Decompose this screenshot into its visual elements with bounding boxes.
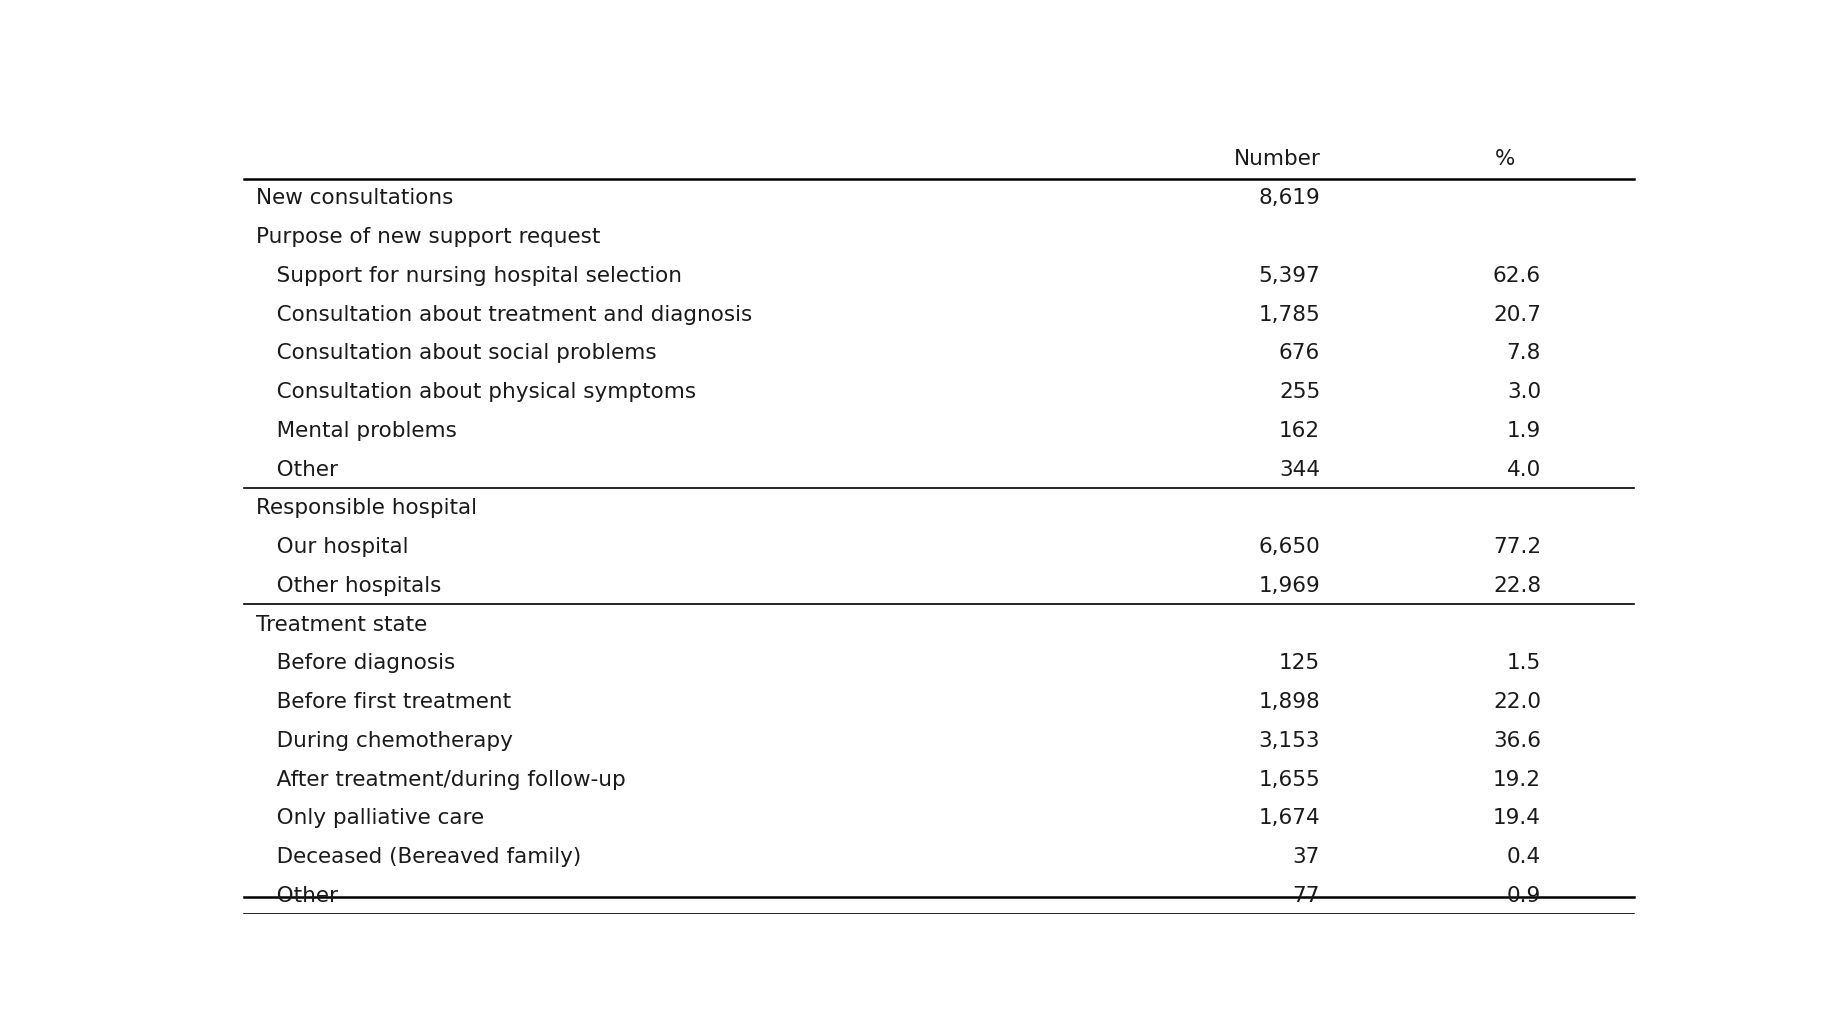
Text: Consultation about treatment and diagnosis: Consultation about treatment and diagnos… [256, 305, 752, 325]
Text: 77.2: 77.2 [1493, 537, 1541, 557]
Text: 1,674: 1,674 [1258, 808, 1320, 829]
Text: 1,655: 1,655 [1258, 769, 1320, 790]
Text: After treatment/during follow-up: After treatment/during follow-up [256, 769, 625, 790]
Text: Responsible hospital: Responsible hospital [256, 498, 476, 519]
Text: 62.6: 62.6 [1493, 266, 1541, 286]
Text: 344: 344 [1280, 460, 1320, 480]
Text: 19.2: 19.2 [1493, 769, 1541, 790]
Text: 6,650: 6,650 [1258, 537, 1320, 557]
Text: 4.0: 4.0 [1506, 460, 1541, 480]
Text: 7.8: 7.8 [1506, 343, 1541, 364]
Text: Only palliative care: Only palliative care [256, 808, 484, 829]
Text: Consultation about social problems: Consultation about social problems [256, 343, 657, 364]
Text: 1,785: 1,785 [1258, 305, 1320, 325]
Text: 5,397: 5,397 [1258, 266, 1320, 286]
Text: 0.9: 0.9 [1506, 886, 1541, 906]
Text: 77: 77 [1293, 886, 1320, 906]
Text: 36.6: 36.6 [1493, 731, 1541, 751]
Text: Number: Number [1234, 149, 1320, 168]
Text: Deceased (Bereaved family): Deceased (Bereaved family) [256, 847, 581, 867]
Text: 20.7: 20.7 [1493, 305, 1541, 325]
Text: 19.4: 19.4 [1493, 808, 1541, 829]
Text: 1.5: 1.5 [1506, 653, 1541, 674]
Text: Mental problems: Mental problems [256, 421, 456, 441]
Text: 1,969: 1,969 [1258, 576, 1320, 596]
Text: Other: Other [256, 886, 338, 906]
Text: 3,153: 3,153 [1258, 731, 1320, 751]
Text: 162: 162 [1280, 421, 1320, 441]
Text: During chemotherapy: During chemotherapy [256, 731, 513, 751]
Text: 22.8: 22.8 [1493, 576, 1541, 596]
Text: 255: 255 [1278, 382, 1320, 403]
Text: Consultation about physical symptoms: Consultation about physical symptoms [256, 382, 695, 403]
Text: 8,619: 8,619 [1258, 188, 1320, 208]
Text: 22.0: 22.0 [1493, 692, 1541, 712]
Text: Support for nursing hospital selection: Support for nursing hospital selection [256, 266, 682, 286]
Text: Other hospitals: Other hospitals [256, 576, 441, 596]
Text: Other: Other [256, 460, 338, 480]
Text: 37: 37 [1293, 847, 1320, 867]
Text: 676: 676 [1278, 343, 1320, 364]
Text: 1,898: 1,898 [1258, 692, 1320, 712]
Text: Before first treatment: Before first treatment [256, 692, 511, 712]
Text: Purpose of new support request: Purpose of new support request [256, 227, 600, 248]
Text: Treatment state: Treatment state [256, 614, 427, 635]
Text: 0.4: 0.4 [1506, 847, 1541, 867]
Text: Our hospital: Our hospital [256, 537, 408, 557]
Text: Before diagnosis: Before diagnosis [256, 653, 454, 674]
Text: 1.9: 1.9 [1506, 421, 1541, 441]
Text: 3.0: 3.0 [1506, 382, 1541, 403]
Text: New consultations: New consultations [256, 188, 452, 208]
Text: %: % [1495, 149, 1515, 168]
Text: 125: 125 [1280, 653, 1320, 674]
